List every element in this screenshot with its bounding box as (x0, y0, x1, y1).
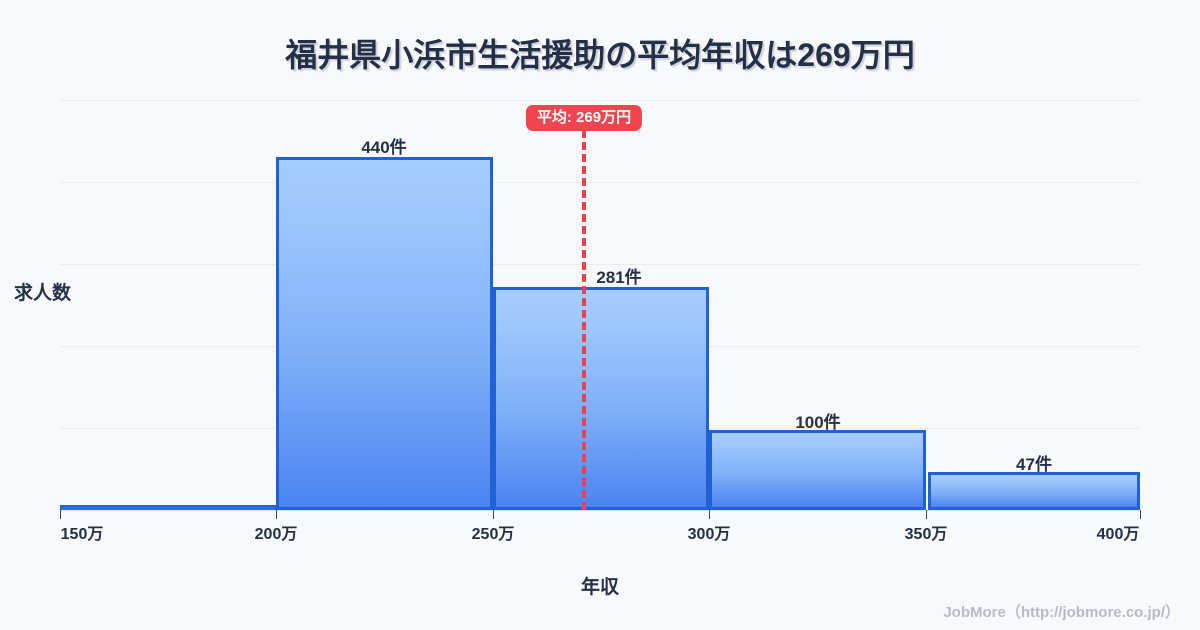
x-axis-tick (60, 510, 61, 519)
axis-baseline (60, 510, 1140, 511)
gridline (60, 264, 1140, 265)
x-axis-tick-label: 350万 (904, 526, 948, 543)
gridline (60, 100, 1140, 101)
watermark: JobMore（http://jobmore.co.jp/） (943, 604, 1180, 621)
gridline (60, 182, 1140, 183)
x-axis-tick (276, 510, 277, 519)
histogram-bar[interactable] (60, 505, 276, 510)
x-axis-tick-label: 250万 (471, 526, 515, 543)
x-axis-title: 年収 (580, 577, 619, 598)
x-axis-tick-label: 300万 (687, 526, 731, 543)
x-axis-tick (493, 510, 494, 519)
plot-area: 440件 281件 100件 47件 平均: 269万円 150万 200万 2… (60, 100, 1141, 543)
x-axis-tick-label: 400万 (1096, 526, 1140, 543)
bar-value-label: 47件 (1016, 455, 1052, 474)
x-axis-tick (709, 510, 710, 519)
x-axis-tick (926, 510, 927, 519)
histogram-bar[interactable] (493, 287, 709, 510)
x-axis-tick-label: 200万 (254, 526, 298, 543)
y-axis-title: 求人数 (14, 283, 72, 304)
average-line (582, 130, 586, 510)
x-axis-tick-label: 150万 (60, 526, 104, 543)
bar-value-label: 281件 (596, 268, 642, 287)
bar-value-label: 100件 (795, 413, 841, 432)
bar-value-label: 440件 (361, 138, 407, 157)
histogram-bar[interactable] (928, 472, 1140, 510)
histogram-bar[interactable] (709, 430, 926, 510)
page-title: 福井県小浜市生活援助の平均年収は269万円 (285, 37, 915, 73)
histogram-bar[interactable] (276, 157, 493, 510)
x-axis-tick (1140, 510, 1141, 519)
average-badge: 平均: 269万円 (525, 105, 643, 131)
